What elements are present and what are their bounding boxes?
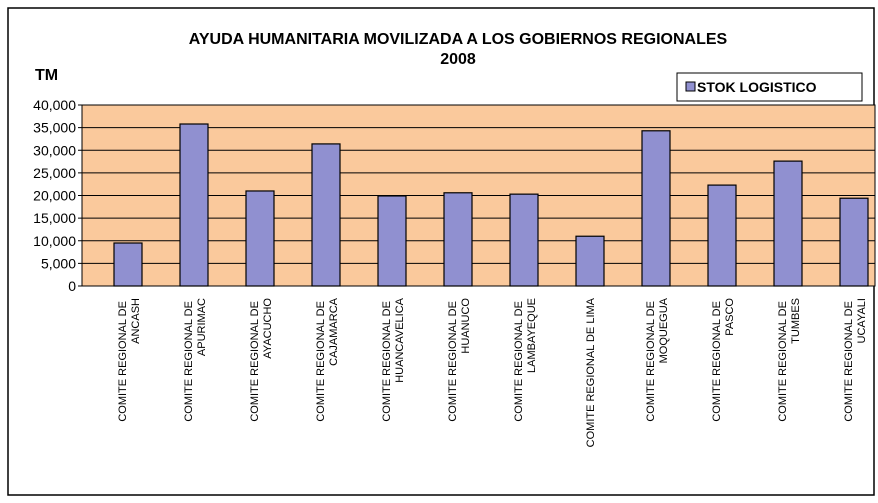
- x-tick-label-line: LAMBAYEQUE: [526, 298, 538, 373]
- x-tick-label-line: HUANCAVELICA: [394, 297, 406, 382]
- y-tick-label: 40,000: [33, 97, 76, 113]
- x-tick-label: COMITE REGIONAL DE MOQUEGUA: [645, 297, 670, 421]
- y-tick-label: 30,000: [33, 142, 76, 158]
- bar: [509, 193, 539, 287]
- x-tick-label-line: HUANUCO: [460, 298, 472, 354]
- y-tick-label: 35,000: [33, 120, 76, 136]
- bar: [311, 143, 341, 287]
- y-tick-label: 0: [68, 278, 76, 294]
- x-tick-label-line: COMITE REGIONAL DE: [315, 298, 327, 422]
- x-tick-label-line: COMITE REGIONAL DE: [249, 298, 261, 422]
- bar: [377, 195, 407, 287]
- legend-swatch: [685, 81, 696, 92]
- x-tick-label: COMITE REGIONAL DE HUANCAVELICA: [381, 297, 406, 421]
- x-tick-label-line: PASCO: [724, 298, 736, 336]
- x-tick-label: COMITE REGIONAL DE TUMBES: [777, 298, 802, 422]
- x-tick-label: COMITE REGIONAL DE ANCASH: [117, 298, 142, 422]
- x-tick-label-line: COMITE REGIONAL DE: [117, 298, 129, 422]
- x-tick-label: COMITE REGIONAL DE HUANUCO: [447, 298, 472, 422]
- x-tick-label: COMITE REGIONAL DE LIMA: [585, 297, 597, 447]
- x-tick-label-line: COMITE REGIONAL DE: [777, 298, 789, 422]
- x-tick-label: COMITE REGIONAL DE APURIMAC: [183, 298, 208, 422]
- x-tick-label: COMITE REGIONAL DE PASCO: [711, 298, 736, 422]
- x-tick-label-line: AYACUCHO: [262, 298, 274, 359]
- x-tick-label-line: COMITE REGIONAL DE: [381, 298, 393, 422]
- chart-title: AYUDA HUMANITARIA MOVILIZADA A LOS GOBIE…: [189, 31, 728, 48]
- bar: [179, 123, 209, 287]
- y-tick-label: 5,000: [41, 255, 76, 271]
- legend-label: STOK LOGISTICO: [697, 79, 817, 95]
- legend-box: [676, 72, 863, 102]
- bar: [839, 197, 869, 287]
- y-tick-label: 20,000: [33, 188, 76, 204]
- x-tick-label-line: COMITE REGIONAL DE: [843, 298, 855, 422]
- y-tick-label: 10,000: [33, 233, 76, 249]
- x-tick-label-line: COMITE REGIONAL DE: [711, 298, 723, 422]
- x-tick-label-line: COMITE REGIONAL DE: [513, 298, 525, 422]
- x-tick-label-line: APURIMAC: [196, 298, 208, 356]
- x-tick-label: COMITE REGIONAL DE AYACUCHO: [249, 298, 274, 422]
- x-tick-label-line: TUMBES: [790, 298, 802, 344]
- bar: [245, 190, 275, 287]
- y-axis-label: TM: [35, 67, 58, 84]
- x-tick-label-line: UCAYALI: [856, 298, 868, 343]
- bar: [773, 160, 803, 287]
- chart-title: 2008: [440, 51, 476, 68]
- y-tick-label: 25,000: [33, 165, 76, 181]
- x-tick-label-line: COMITE REGIONAL DE: [183, 298, 195, 422]
- bar: [641, 130, 671, 287]
- bar: [113, 242, 143, 287]
- bar: [575, 235, 605, 287]
- bar: [443, 192, 473, 287]
- x-tick-label-line: MOQUEGUA: [658, 297, 670, 363]
- y-tick-label: 15,000: [33, 210, 76, 226]
- x-tick-label-line: CAJAMARCA: [328, 297, 340, 366]
- x-tick-label-line: COMITE REGIONAL DE: [645, 298, 657, 422]
- x-tick-label: COMITE REGIONAL DE CAJAMARCA: [315, 297, 340, 421]
- x-tick-label: COMITE REGIONAL DE UCAYALI: [843, 298, 868, 422]
- x-tick-label-line: COMITE REGIONAL DE: [447, 298, 459, 422]
- x-tick-label: COMITE REGIONAL DE LAMBAYEQUE: [513, 298, 538, 422]
- x-tick-label-line: ANCASH: [130, 298, 142, 344]
- bar: [707, 184, 737, 287]
